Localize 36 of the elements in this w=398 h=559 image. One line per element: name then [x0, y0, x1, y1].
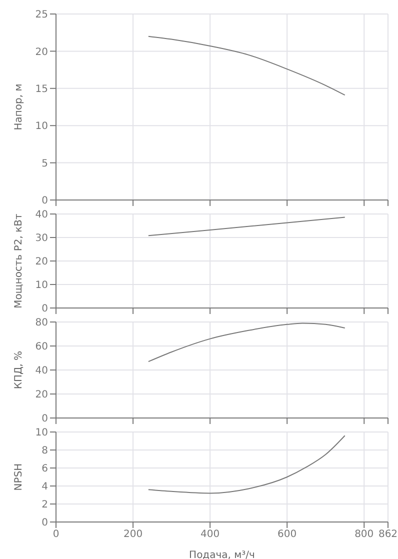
- y-tick-label: 40: [35, 366, 48, 377]
- x-tick-label: 200: [123, 529, 143, 540]
- line-series: [148, 435, 346, 494]
- y-tick-label: 6: [42, 464, 48, 475]
- y-tick-label: 0: [42, 518, 48, 529]
- x-tick-label: 0: [52, 529, 60, 540]
- y-tick-label: 80: [35, 318, 48, 329]
- y-tick-label: 10: [35, 428, 48, 439]
- y-axis-title: КПД, %: [14, 350, 25, 390]
- y-axis-title: Напор, м: [14, 84, 25, 130]
- y-tick-label: 10: [35, 121, 48, 132]
- y-tick-label: 30: [35, 233, 48, 244]
- y-tick-label: 5: [42, 158, 48, 170]
- y-axis-title: Мощность P2, кВт: [14, 213, 25, 308]
- y-tick-label: 20: [35, 256, 48, 268]
- y-tick-label: 4: [42, 482, 48, 493]
- y-tick-label: 60: [35, 342, 48, 353]
- x-tick-label: 862: [378, 529, 398, 540]
- y-tick-label: 0: [42, 196, 48, 207]
- y-tick-label: 25: [35, 10, 48, 21]
- x-tick-label: 400: [200, 529, 220, 540]
- line-series: [148, 36, 346, 96]
- y-tick-label: 0: [42, 304, 48, 315]
- y-tick-label: 20: [35, 390, 48, 401]
- y-tick-label: 20: [35, 46, 48, 58]
- line-series: [148, 216, 346, 236]
- y-tick-label: 2: [42, 500, 48, 511]
- x-tick-label: 800: [354, 529, 374, 540]
- y-tick-label: 0: [42, 414, 48, 425]
- x-tick-label: 600: [278, 529, 297, 540]
- y-tick-label: 40: [35, 210, 48, 221]
- y-tick-label: 8: [42, 446, 48, 457]
- y-tick-label: 10: [35, 280, 48, 292]
- y-axis-title: NPSH: [14, 463, 25, 491]
- y-tick-label: 15: [35, 84, 48, 95]
- line-series: [148, 322, 346, 362]
